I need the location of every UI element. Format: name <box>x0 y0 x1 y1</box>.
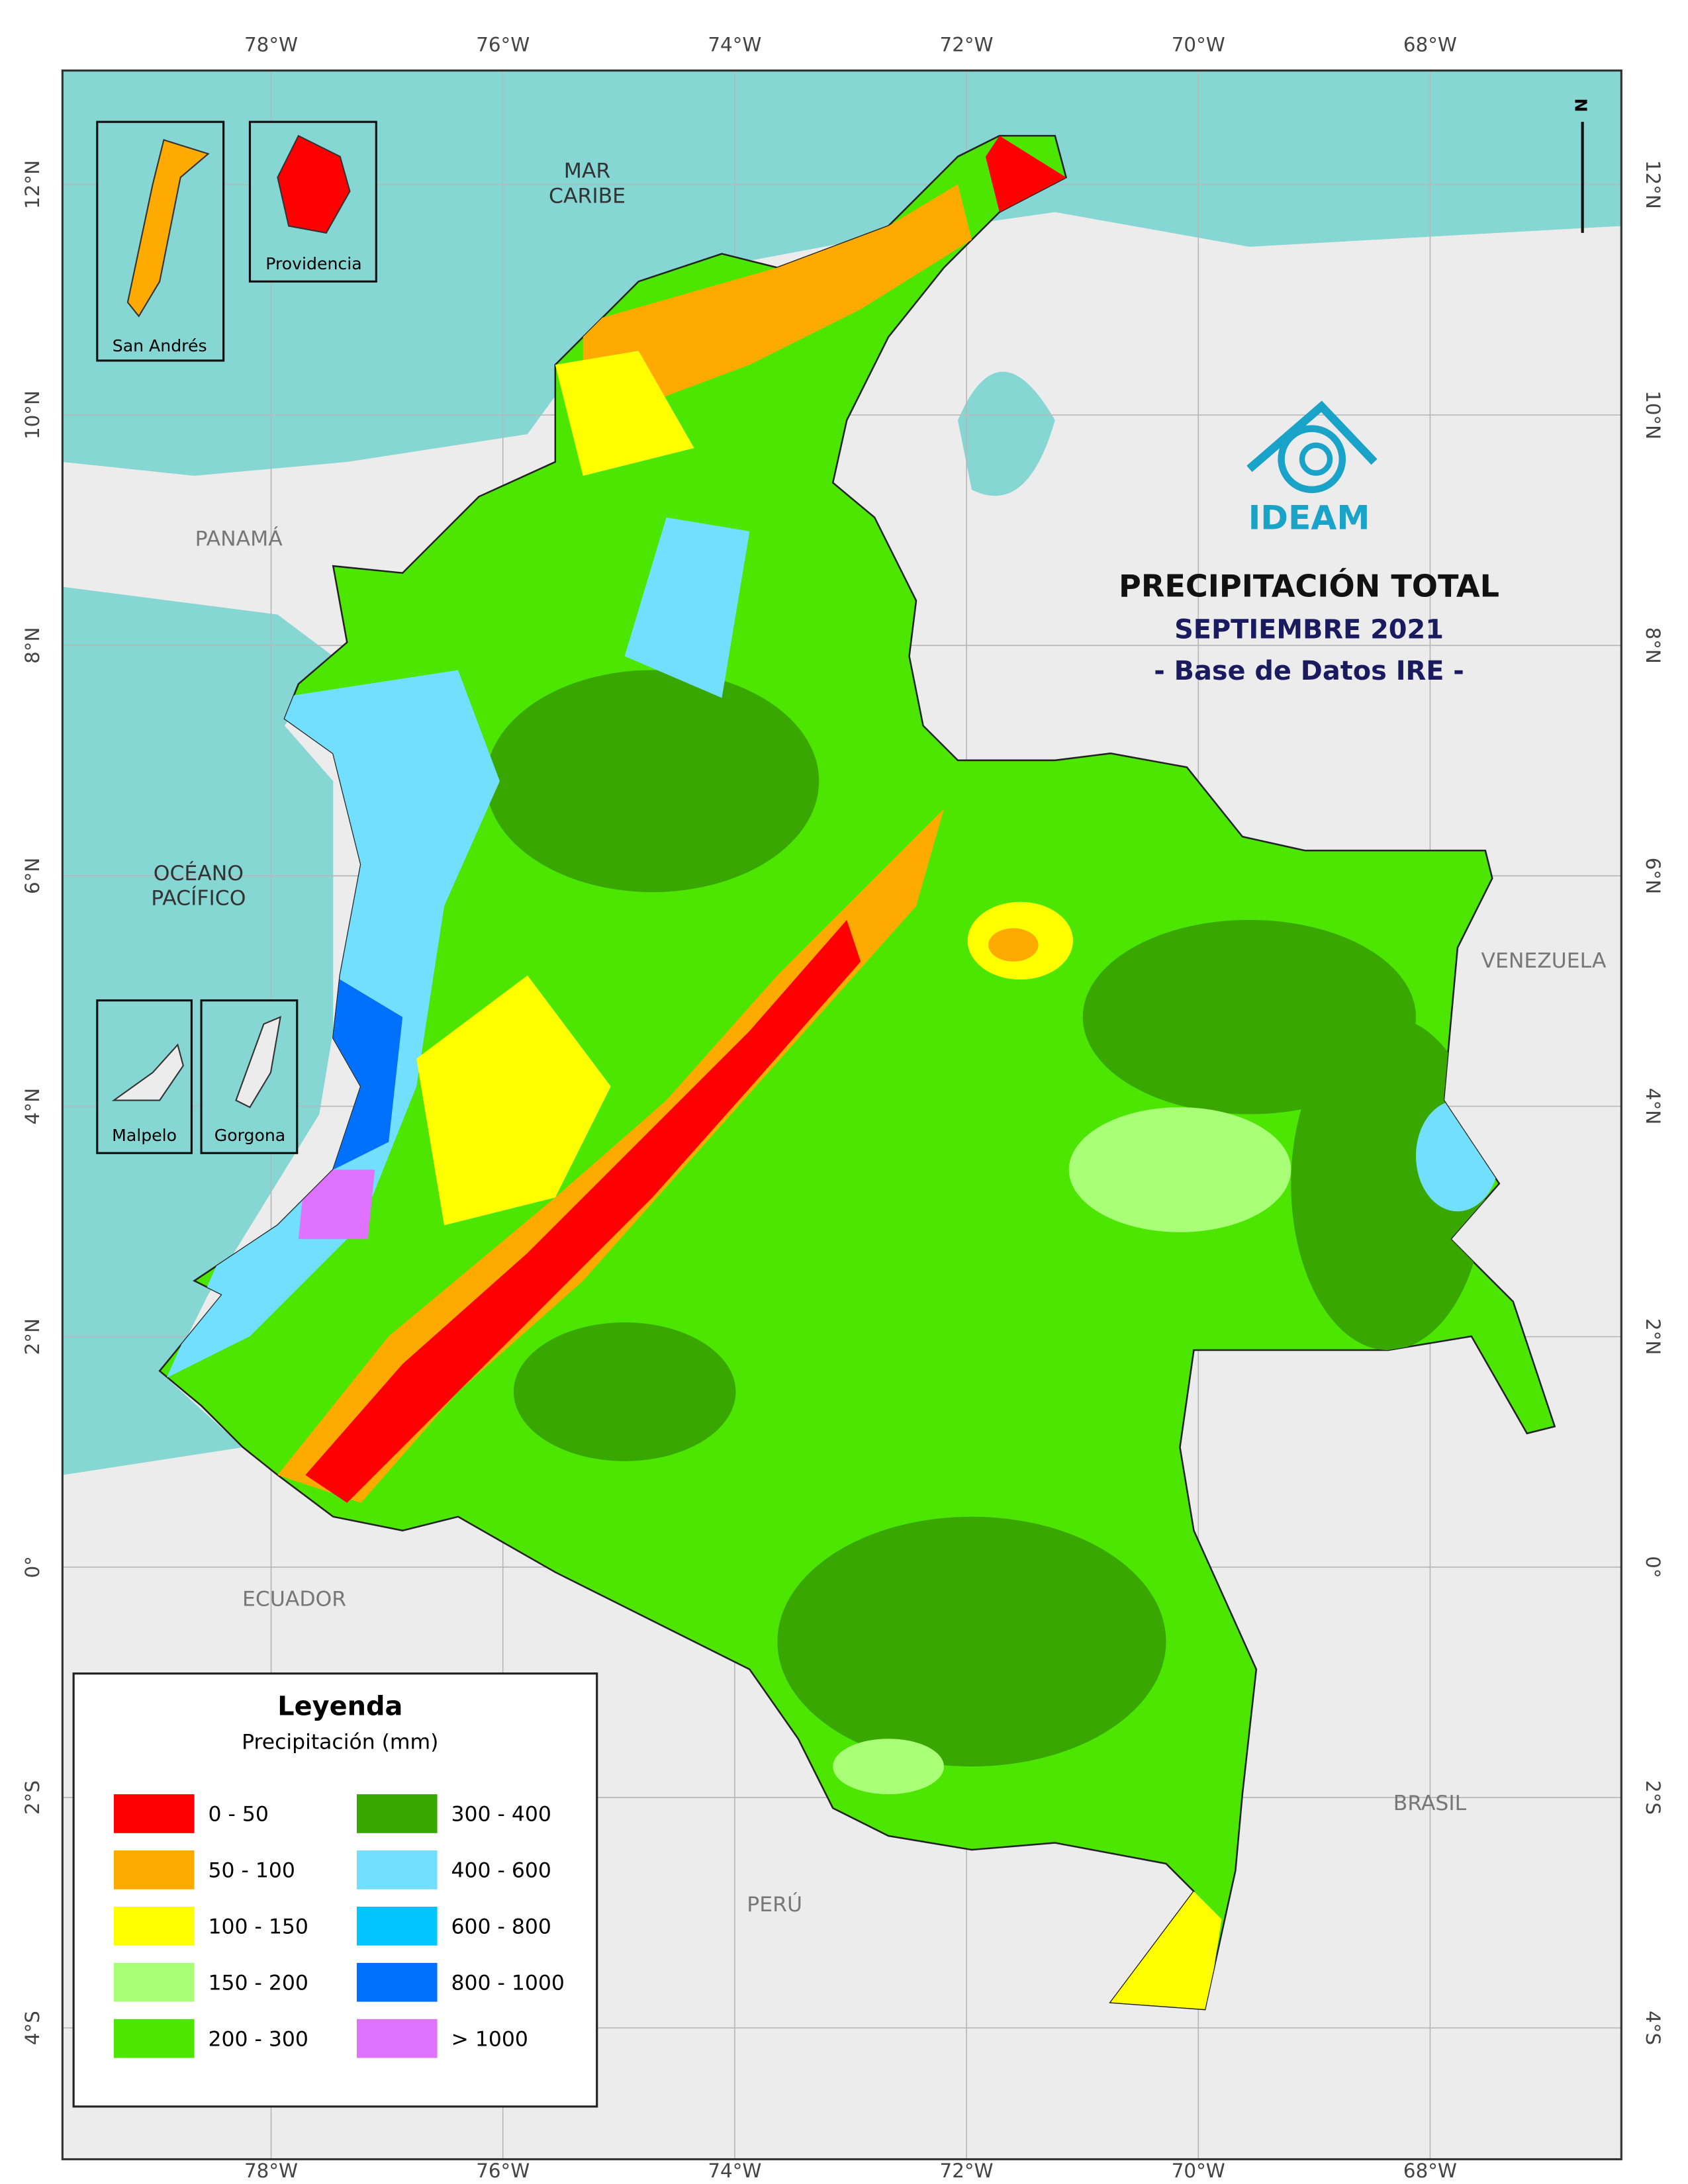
legend-swatch <box>113 1850 195 1889</box>
lon-label: 76°W <box>476 2160 530 2182</box>
inset-label: Providencia <box>265 254 361 273</box>
place-label: VENEZUELA <box>1481 949 1606 973</box>
lat-label: 12°N <box>21 160 44 209</box>
lat-label: 4°S <box>1642 2011 1664 2045</box>
lon-label: 78°W <box>244 2160 298 2182</box>
lat-label: 8°N <box>21 627 44 664</box>
lat-label: 10°N <box>1642 390 1664 439</box>
subtitle: SEPTIEMBRE 2021 <box>1174 614 1444 645</box>
inset-island <box>235 1016 281 1109</box>
lon-label: 78°W <box>244 33 298 56</box>
logo-swirl <box>1299 442 1333 476</box>
legend-swatch <box>113 1906 195 1946</box>
lat-label: 2°S <box>21 1780 44 1815</box>
place-label: BRASIL <box>1393 1792 1467 1815</box>
legend-subtitle: Precipitación (mm) <box>242 1731 438 1754</box>
lat-label: 0° <box>1642 1556 1664 1578</box>
lat-label: 0° <box>21 1556 44 1578</box>
legend-swatch <box>356 1794 438 1833</box>
legend-swatch <box>113 1794 195 1833</box>
north-label: N <box>1572 98 1591 112</box>
legend-swatch <box>356 1906 438 1946</box>
legend-swatch <box>356 2019 438 2058</box>
lon-label: 72°W <box>940 2160 994 2182</box>
lon-label: 70°W <box>1172 33 1225 56</box>
map-frame <box>61 69 1622 2161</box>
lon-label: 72°W <box>940 33 994 56</box>
lat-label: 10°N <box>21 390 44 439</box>
legend-label: 600 - 800 <box>451 1915 551 1938</box>
legend-label: 400 - 600 <box>451 1858 551 1882</box>
lat-label: 4°N <box>21 1088 44 1124</box>
legend-swatch <box>113 2019 195 2058</box>
inset-island <box>277 134 351 234</box>
legend-label: 50 - 100 <box>209 1858 295 1882</box>
lon-label: 74°W <box>708 2160 761 2182</box>
logo: IDEAM <box>1246 400 1378 537</box>
lon-label: 68°W <box>1403 2160 1457 2182</box>
place-label: PERÚ <box>747 1891 802 1917</box>
lat-label: 4°S <box>21 2011 44 2045</box>
pacific-ocean <box>62 586 334 1475</box>
title: PRECIPITACIÓN TOTAL <box>1119 568 1499 604</box>
lat-label: 12°N <box>1642 160 1664 209</box>
lat-label: 8°N <box>1642 627 1664 664</box>
inset-island <box>111 1043 184 1101</box>
north-arrow: N <box>1572 98 1591 233</box>
legend-swatch <box>113 1962 195 2002</box>
lat-label: 2°S <box>1642 1780 1664 1815</box>
legend-label: 200 - 300 <box>209 2027 308 2051</box>
legend-title: Leyenda <box>277 1692 402 1722</box>
lat-label: 2°N <box>21 1318 44 1355</box>
precip-surface <box>166 136 1499 2010</box>
legend: Leyenda Precipitación (mm) 0 - 50 50 - 10… <box>72 1672 598 2108</box>
legend-label: 100 - 150 <box>209 1915 308 1938</box>
inset-label: San Andrés <box>113 336 207 355</box>
logo-swirl <box>1278 425 1346 494</box>
lon-label: 70°W <box>1172 2160 1225 2182</box>
inset-island <box>126 139 210 318</box>
place-label: CARIBE <box>549 184 626 208</box>
place-label: MAR <box>564 159 610 183</box>
lat-label: 4°N <box>1642 1088 1664 1124</box>
inset-label: Malpelo <box>112 1126 177 1145</box>
legend-label: 0 - 50 <box>209 1803 269 1827</box>
caribbean-sea <box>62 70 1622 476</box>
legend-label: 300 - 400 <box>451 1803 551 1827</box>
legend-swatch <box>356 1962 438 2002</box>
place-label: OCÉANO <box>154 860 244 886</box>
place-label: PACÍFICO <box>151 886 246 911</box>
legend-label: 800 - 1000 <box>451 1971 565 1995</box>
insets: San Andrés Providencia Malpelo Gorgona <box>96 120 377 1154</box>
legend-label: > 1000 <box>451 2027 528 2051</box>
lon-label: 76°W <box>476 33 530 56</box>
legend-label: 150 - 200 <box>209 1971 308 1995</box>
legend-swatch <box>356 1850 438 1889</box>
lat-label: 2°N <box>1642 1318 1664 1355</box>
place-label: PANAMÁ <box>195 525 283 551</box>
lat-label: 6°N <box>21 858 44 894</box>
lon-label: 68°W <box>1403 33 1457 56</box>
source: - Base de Datos IRE - <box>1154 656 1464 686</box>
place-label: ECUADOR <box>242 1588 346 1612</box>
lake-maracaibo <box>957 371 1055 496</box>
logo-text: IDEAM <box>1248 498 1370 537</box>
lat-label: 6°N <box>1642 858 1664 894</box>
tick-labels: 78°W 78°W 76°W 76°W 74°W 74°W 72°W 72°W 70°W 70°W… <box>21 33 1664 2182</box>
logo-roof <box>1246 400 1378 473</box>
inset-label: Gorgona <box>214 1126 286 1145</box>
lon-label: 74°W <box>708 33 761 56</box>
